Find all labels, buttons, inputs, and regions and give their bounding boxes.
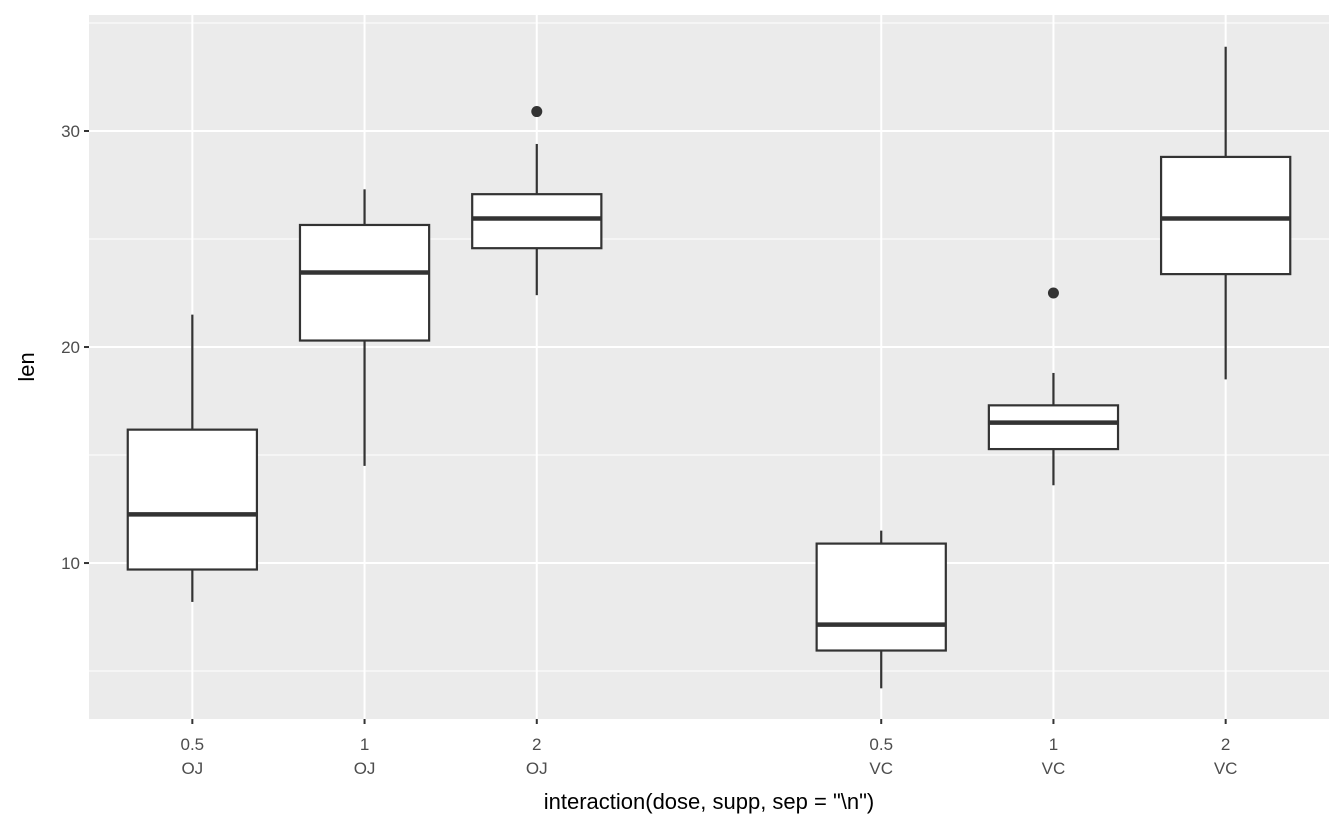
box-iqr bbox=[126, 428, 259, 571]
box-iqr bbox=[1159, 155, 1292, 276]
outlier-point bbox=[531, 106, 543, 118]
y-axis-title: len bbox=[14, 352, 39, 381]
outlier-point bbox=[1047, 287, 1059, 299]
y-axis: 10 20 30 bbox=[61, 122, 89, 573]
box-iqr bbox=[987, 404, 1120, 451]
x-tick-label-supp: VC bbox=[869, 759, 893, 778]
box-iqr bbox=[815, 542, 947, 652]
x-tick-label-dose: 0.5 bbox=[869, 735, 893, 754]
x-tick-label-supp: VC bbox=[1042, 759, 1066, 778]
box-OJ-2 bbox=[471, 106, 603, 296]
x-tick-label-supp: VC bbox=[1214, 759, 1238, 778]
box-VC-0.5 bbox=[815, 530, 947, 689]
x-axis: 0.5 OJ 1 OJ 2 OJ 0.5 VC 1 VC 2 VC bbox=[181, 719, 1238, 778]
x-tick-label-supp: OJ bbox=[181, 759, 203, 778]
box-OJ-0.5 bbox=[126, 314, 259, 602]
x-axis-title: interaction(dose, supp, sep = "\n") bbox=[544, 789, 875, 814]
boxes bbox=[126, 46, 1292, 689]
x-tick-label-dose: 1 bbox=[360, 735, 369, 754]
x-tick-label-supp: OJ bbox=[526, 759, 548, 778]
y-tick-label: 10 bbox=[61, 554, 80, 573]
box-iqr bbox=[471, 193, 603, 250]
x-tick-label-dose: 0.5 bbox=[181, 735, 205, 754]
x-tick-label-dose: 2 bbox=[1221, 735, 1230, 754]
y-tick-label: 30 bbox=[61, 122, 80, 141]
box-VC-2 bbox=[1159, 46, 1292, 380]
box-iqr bbox=[298, 223, 431, 342]
box-VC-1 bbox=[987, 287, 1120, 486]
x-tick-label-dose: 2 bbox=[532, 735, 541, 754]
box-OJ-1 bbox=[298, 189, 431, 466]
x-tick-label-dose: 1 bbox=[1049, 735, 1058, 754]
panel-background bbox=[89, 15, 1329, 719]
y-tick-label: 20 bbox=[61, 338, 80, 357]
x-tick-label-supp: OJ bbox=[354, 759, 376, 778]
